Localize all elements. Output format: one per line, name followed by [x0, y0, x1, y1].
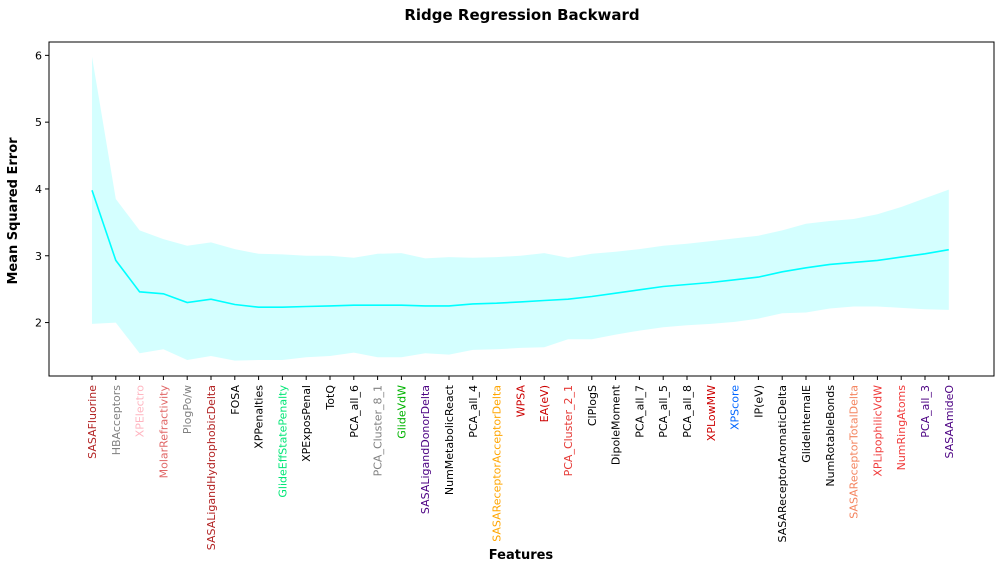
plot-area: 2 3 4 5 6 SASAFluorine HBAcceptors XPElectro Mol… [35, 41, 995, 550]
x-tick-label: SASAFluorine [86, 385, 99, 459]
x-tick-label: PlogPo/w [181, 385, 194, 434]
x-tick-label: PCA_all_4 [467, 385, 480, 438]
error-band [92, 56, 949, 361]
x-tick-label: GlideEffStatePenalty [276, 385, 289, 498]
x-tick-label: ClPlogS [586, 385, 599, 426]
x-tick-label: TotQ [324, 385, 337, 411]
x-tick-label: XPLowMW [705, 385, 718, 441]
x-tick-label: XPPenalties [253, 385, 266, 449]
x-tick-label: XPElectro [134, 385, 147, 438]
x-tick-label: PCA_Cluster_2_1 [562, 385, 575, 476]
x-tick-label: PCA_all_6 [348, 385, 361, 438]
x-tick-label: GlideVdW [395, 385, 408, 439]
x-tick-label: XPScore [729, 385, 742, 430]
x-tick-label: WPSA [514, 385, 527, 418]
x-tick-label: PCA_all_5 [657, 385, 670, 438]
x-tick-label: SASALigandHydrophobicDelta [205, 385, 218, 550]
y-axis-label: Mean Squared Error [6, 137, 21, 285]
x-tick-label: PCA_all_8 [681, 385, 694, 438]
y-tick-label: 4 [35, 183, 42, 196]
x-tick-label: PCA_Cluster_8_1 [372, 385, 385, 476]
x-tick-label: PCA_all_7 [633, 385, 646, 438]
x-tick-label: NumRotableBonds [824, 385, 837, 487]
x-tick-label: GlideInternalE [800, 385, 813, 463]
y-tick-label: 2 [35, 317, 42, 330]
x-tick-label: SASAReceptorAromaticDelta [776, 385, 789, 542]
mean-line [91, 190, 949, 309]
x-axis-label: Features [489, 548, 554, 563]
x-tick-label: PCA_all_3 [919, 385, 932, 438]
chart-title: Ridge Regression Backward [404, 6, 639, 24]
x-tick-label: DipoleMoment [610, 384, 623, 465]
y-tick-label: 3 [35, 250, 42, 263]
x-tick-label: FOSA [229, 385, 242, 415]
x-tick-label: SASAAmideO [943, 385, 956, 459]
x-tick-label: IP(eV) [752, 385, 765, 418]
x-tick-label: XPExposPenal [300, 385, 313, 462]
plot-frame [48, 41, 995, 377]
x-tick-label: XPLipophilicVdW [871, 385, 884, 477]
x-tick-label: SASAReceptorAcceptorDelta [491, 385, 504, 542]
x-tick-label: SASAReceptorTotalDelta [848, 385, 861, 519]
x-tick-label: SASALigandDonorDelta [419, 385, 432, 514]
y-tick-label: 5 [35, 116, 42, 129]
x-tick-label: HBAcceptors [110, 385, 123, 456]
x-tick-label: EA(eV) [538, 385, 551, 422]
y-tick-label: 6 [35, 49, 42, 62]
x-tick-label: MolarRefractivity [157, 385, 170, 479]
x-tick-label: NumMetabolicReact [443, 384, 456, 495]
x-tick-label: NumRingAtoms [895, 385, 908, 471]
